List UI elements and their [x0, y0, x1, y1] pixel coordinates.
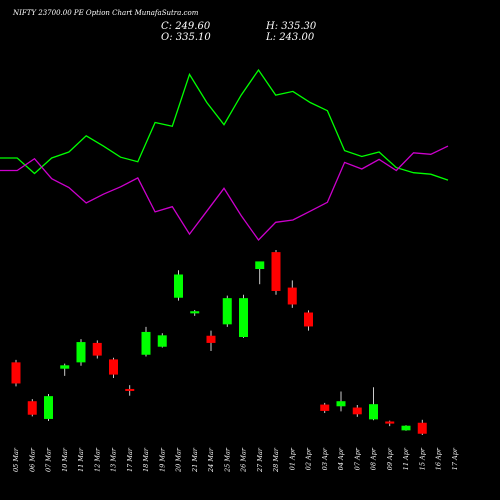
candle-body-down [385, 421, 395, 424]
candle [206, 330, 216, 351]
candle-body-down [11, 362, 21, 384]
candle-body-up [239, 298, 248, 338]
candle-body-down [304, 312, 313, 327]
candle-body-down [417, 422, 427, 434]
indicator-lines [0, 68, 449, 242]
candle [125, 385, 135, 396]
x-tick-label: 27 Mar [256, 447, 264, 473]
candle-body-up [44, 396, 53, 419]
candle [385, 420, 395, 427]
candle [174, 270, 183, 301]
x-tick-label: 19 Mar [158, 447, 166, 472]
candle [401, 425, 411, 431]
candles [11, 250, 427, 435]
x-tick-label: 20 Mar [175, 447, 183, 473]
x-tick-label: 06 Mar [28, 447, 36, 472]
candle-body-down [320, 404, 330, 411]
x-tick-label: 17 Apr [451, 447, 459, 470]
close-label: C: 249.60 [161, 21, 211, 32]
x-tick-label: 04 Apr [337, 447, 345, 470]
x-tick-label: 24 Mar [207, 447, 215, 473]
candle-body-down [27, 401, 37, 415]
candle [92, 340, 102, 359]
x-tick-label: 16 Apr [435, 447, 443, 470]
indicator-line-1 [0, 68, 449, 181]
candle-body-up [76, 342, 86, 363]
candle-body-up [174, 274, 183, 298]
x-tick-label: 09 Apr [386, 447, 394, 470]
candle [44, 394, 53, 422]
candle-body-up [336, 401, 346, 407]
candle [352, 405, 362, 417]
candle [239, 294, 248, 338]
candle [304, 310, 313, 331]
candle-body-up [255, 261, 265, 270]
chart-title: NIFTY 23700.00 PE Option Chart MunafaSut… [12, 9, 199, 17]
candle-body-down [125, 388, 135, 391]
x-tick-label: 07 Apr [353, 447, 361, 470]
x-tick-label: 01 Apr [288, 447, 296, 470]
x-tick-label: 11 Apr [402, 447, 410, 470]
x-tick-label: 15 Apr [418, 447, 426, 470]
candle-body-up [60, 365, 70, 369]
candle-body-up [222, 298, 232, 325]
candle [157, 333, 167, 348]
candle-body-down [206, 335, 216, 343]
x-tick-label: 18 Mar [142, 447, 150, 472]
candle [190, 309, 200, 316]
candle-body-up [190, 311, 200, 314]
candle-body-up [369, 404, 378, 420]
x-tick-label: 03 Apr [321, 447, 329, 470]
x-tick-label: 10 Mar [61, 447, 69, 472]
high-label: H: 335.30 [265, 21, 317, 32]
candle-body-down [287, 287, 297, 305]
candle-body-down [109, 359, 118, 375]
x-tick-label: 28 Mar [272, 447, 280, 473]
x-tick-label: 13 Mar [110, 447, 118, 472]
low-label: L: 243.00 [265, 32, 315, 43]
candle [76, 339, 86, 366]
candle [222, 295, 232, 327]
candle-body-up [401, 425, 411, 431]
indicator-line-2 [0, 145, 449, 242]
x-tick-label: 05 Mar [12, 447, 20, 472]
candle [336, 391, 346, 412]
candle-body-down [352, 407, 362, 415]
candle [11, 359, 21, 387]
candle [417, 419, 427, 435]
x-tick-label: 12 Mar [93, 447, 101, 472]
candle-body-up [157, 335, 167, 347]
x-tick-label: 17 Mar [126, 447, 134, 472]
open-label: O: 335.10 [161, 32, 211, 43]
x-tick-label: 02 Apr [305, 447, 313, 470]
candle [287, 280, 297, 308]
candle [271, 250, 281, 295]
candle-body-down [92, 342, 102, 356]
x-axis-ticks: 05 Mar 06 Mar 07 Mar 10 Mar 11 Mar 12 Mar 13 M… [12, 447, 459, 473]
candle [60, 363, 70, 376]
candle [141, 326, 151, 357]
x-tick-label: 25 Mar [223, 447, 231, 473]
candle [27, 399, 37, 417]
x-tick-label: 08 Apr [370, 447, 378, 470]
candle-body-down [271, 252, 281, 291]
candle [109, 357, 118, 378]
candle [369, 387, 378, 421]
x-tick-label: 21 Mar [191, 447, 199, 473]
x-tick-label: 26 Mar [240, 447, 248, 473]
candle-body-up [141, 331, 151, 355]
candle [320, 402, 330, 414]
candle [255, 261, 265, 285]
x-tick-label: 11 Mar [77, 447, 85, 472]
x-tick-label: 07 Mar [45, 447, 53, 472]
